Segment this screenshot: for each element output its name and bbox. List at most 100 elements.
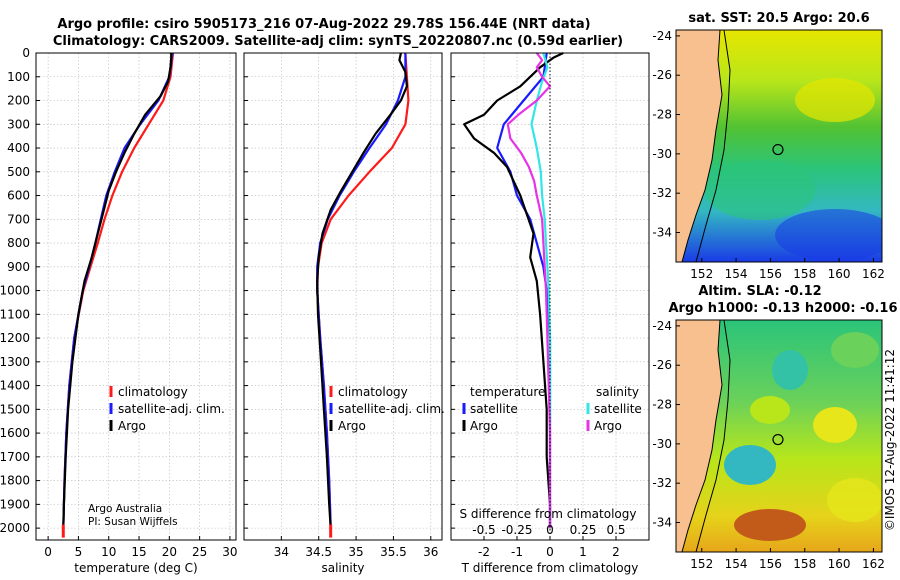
sst-cool-patch: [775, 209, 882, 261]
sla-map-frame: [675, 319, 883, 553]
secondary-x-tick-label: 0.5: [606, 523, 625, 537]
x-tick-label: 35: [348, 545, 363, 559]
sst-warm-patch: [795, 78, 875, 122]
depth-tick-label: 400: [7, 141, 30, 155]
credit-line2: PI: Susan Wijffels: [88, 516, 178, 528]
secondary-x-tick-label: 0: [546, 523, 554, 537]
sla-eddy-1: [750, 396, 790, 424]
sla-eddy-5: [724, 445, 776, 485]
x-axis-label: salinity: [321, 561, 364, 575]
secondary-x-tick-label: -0.5: [472, 523, 495, 537]
x-tick-label: -2: [478, 545, 490, 559]
secondary-x-tick-label: 0.25: [570, 523, 597, 537]
sst-map-frame: [675, 29, 883, 263]
sla-shelf-contour: [695, 320, 731, 552]
legend-satellite-label: satellite-adj. clim.: [118, 402, 225, 416]
depth-tick-label: 1700: [0, 450, 30, 464]
depth-tick-label: 500: [7, 165, 30, 179]
sst-argo-position-marker: [772, 143, 784, 156]
map-lon-tick-label: 162: [862, 557, 885, 571]
sla-eddy-7: [827, 478, 882, 522]
depth-tick-label: 1000: [0, 284, 30, 298]
series-line-salinity-argo: [506, 52, 552, 529]
salinity-panel: 34 34.5 35 35.5 36 salinity: [243, 52, 443, 575]
map-lon-tick-label: 156: [759, 267, 782, 281]
panel-frame: [243, 52, 443, 541]
depth-tick-label: 1400: [0, 379, 30, 393]
sla-map-ticks: -24 -26 -28 -30 -32 -34 152 154 156 158 160 162: [652, 319, 884, 571]
x-tick-label: 35.5: [380, 545, 407, 559]
map-lat-tick-label: -34: [652, 516, 672, 530]
map-lon-tick-label: 162: [862, 267, 885, 281]
depth-tick-label: 1800: [0, 474, 30, 488]
sal-legend-argo-label: Argo: [338, 419, 366, 433]
map-lon-tick-label: 156: [759, 557, 782, 571]
x-tick-label: 5: [75, 545, 83, 559]
sal-legend-satellite-label: satellite-adj. clim.: [338, 402, 445, 416]
map-lat-tick-label: -28: [652, 108, 672, 122]
map-lon-tick-label: 158: [793, 557, 816, 571]
diff-legend-t-argo-label: Argo: [470, 419, 498, 433]
panel-frame: [35, 52, 237, 541]
map-lon-tick-label: 158: [793, 267, 816, 281]
difference-legend: temperature salinity satellite Argo sate…: [462, 385, 642, 433]
map-lat-tick-label: -24: [652, 319, 672, 333]
figure-title-line2: Climatology: CARS2009. Satellite-adj cli…: [53, 34, 623, 49]
sla-argo-position-marker: [772, 433, 784, 446]
series-line-argo: [316, 52, 408, 529]
map-lon-tick-label: 152: [690, 557, 713, 571]
sla-map-title-line2: Argo h1000: -0.13 h2000: -0.16: [668, 301, 897, 316]
sst-land-australia: [676, 30, 723, 262]
depth-tick-label: 1600: [0, 426, 30, 440]
imos-watermark: ©IMOS 12-Aug-2022 11:41:12: [883, 349, 897, 531]
secondary-x-tick-label: -0.25: [501, 523, 532, 537]
sst-shelf-contour: [695, 30, 731, 262]
x-axis-label: T difference from climatology: [461, 561, 639, 575]
map-lon-tick-label: 160: [828, 557, 851, 571]
sst-map-ticks: -24 -26 -28 -30 -32 -34 152 154 156 158 160 162: [652, 29, 884, 281]
series-line-climatology: [62, 52, 175, 529]
diff-legend-s-argo-label: Argo: [594, 419, 622, 433]
secondary-x-axis-label: S difference from climatology: [460, 507, 637, 521]
map-lon-tick-label: 154: [725, 557, 748, 571]
sst-mid-patch: [705, 160, 815, 220]
map-lat-tick-label: -30: [652, 147, 672, 161]
depth-tick-label: 200: [7, 94, 30, 108]
depth-tick-label: 100: [7, 70, 30, 84]
sla-eddy-2: [772, 350, 808, 390]
sla-eddy-4: [831, 332, 879, 368]
x-tick-label: 0: [44, 545, 52, 559]
map-lon-tick-label: 152: [690, 267, 713, 281]
map-lat-tick-label: -32: [652, 186, 672, 200]
temperature-panel: 0 5 10 15 20 25 300100200300400500600700800900…: [0, 46, 238, 575]
series-line-argo: [62, 53, 173, 529]
depth-tick-label: 0: [22, 46, 30, 60]
depth-tick-label: 600: [7, 189, 30, 203]
depth-tick-label: 1100: [0, 307, 30, 321]
sst-map: sat. SST: 20.5 Argo: 20.6 -24 -26 -28 -30 -3…: [652, 11, 884, 281]
depth-tick-label: 1500: [0, 402, 30, 416]
depth-tick-label: 300: [7, 117, 30, 131]
map-lon-tick-label: 154: [725, 267, 748, 281]
difference-panel: -2 -1 0 1 2 T difference from climatology S di…: [450, 52, 650, 575]
sla-eddy-6: [734, 509, 806, 541]
map-lat-tick-label: -32: [652, 476, 672, 490]
sal-legend-climatology-label: climatology: [338, 385, 408, 399]
legend-temperature-header: temperature: [470, 385, 545, 399]
x-tick-label: 30: [222, 545, 237, 559]
map-lat-tick-label: -24: [652, 29, 672, 43]
depth-tick-label: 1300: [0, 355, 30, 369]
x-tick-label: -1: [511, 545, 523, 559]
depth-tick-label: 900: [7, 260, 30, 274]
x-tick-label: 20: [162, 545, 177, 559]
sst-map-title: sat. SST: 20.5 Argo: 20.6: [688, 11, 869, 26]
map-lat-tick-label: -34: [652, 226, 672, 240]
figure-title-line1: Argo profile: csiro 5905173_216 07-Aug-2…: [57, 17, 590, 32]
legend-salinity-header: salinity: [596, 385, 639, 399]
depth-tick-label: 800: [7, 236, 30, 250]
temperature-legend: climatology satellite-adj. clim. Argo: [109, 385, 225, 433]
diff-legend-s-satellite-label: satellite: [594, 402, 642, 416]
salinity-legend: climatology satellite-adj. clim. Argo: [329, 385, 445, 433]
map-lat-tick-label: -26: [652, 358, 672, 372]
legend-argo-label: Argo: [118, 419, 146, 433]
